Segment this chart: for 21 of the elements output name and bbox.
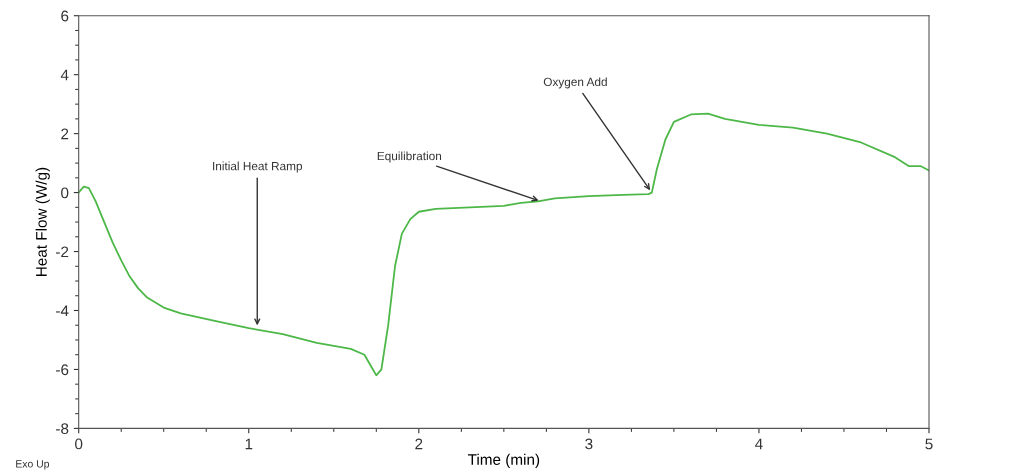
y-tick-label: -4 [56,305,69,317]
y-tick-label: 2 [61,128,69,140]
line-series [78,112,929,377]
y-tick-label: -2 [56,246,69,258]
x-tick-label: 2 [415,438,423,450]
y-tick-label: -8 [56,423,69,435]
y-tick-label: 4 [60,69,69,81]
text: Exo Up [16,460,50,470]
y-tick-label: 0 [61,187,69,199]
y-axis-title: Heat Flow (W/g) [35,167,50,276]
annotation: Initial Heat Ramp [213,161,303,173]
x-tick-label: 1 [245,438,253,450]
x-axis-title: Time (min) [467,453,540,468]
x-tick-label: 4 [755,438,763,450]
y-tick-label: -6 [56,364,69,376]
annotation: Equilibration [377,151,442,163]
x-tick-label: 5 [925,438,933,450]
x-tick-label: 3 [585,438,593,450]
x-tick-label: 0 [75,438,83,450]
y-tick-label: 6 [61,10,69,22]
annotation: Oxygen Add [543,77,607,89]
